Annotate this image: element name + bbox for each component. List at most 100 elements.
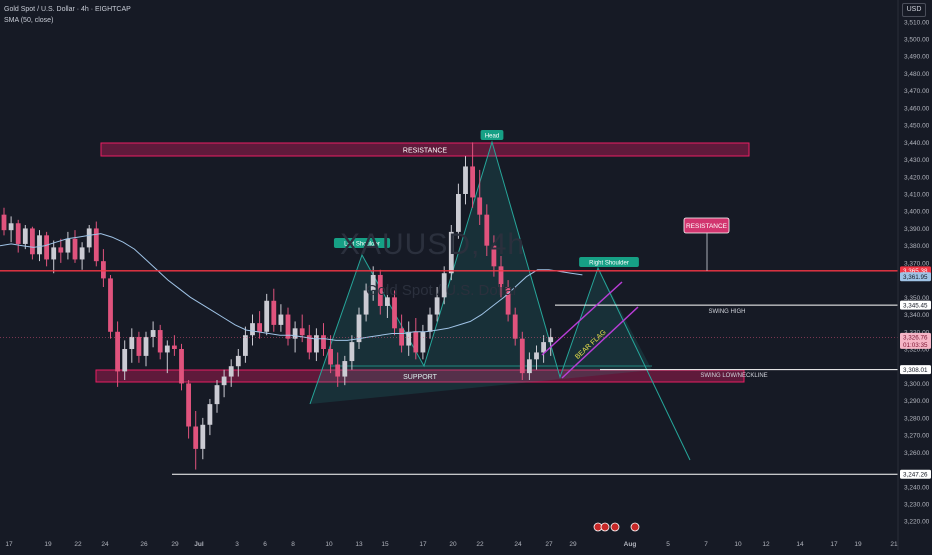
x-tick-label: 3 [235,541,239,548]
pattern-fill [310,142,652,404]
swing-low-price-tag: 3,308.01 [903,367,928,374]
swing-high-price-tag-bg [900,300,931,310]
candle-body [93,228,99,262]
head-label-bg [480,130,504,140]
sma-line [0,233,583,341]
candle-body [413,331,419,353]
y-tick-label: 3,350.00 [904,295,930,302]
x-tick-label: 10 [734,541,742,548]
support-zone [95,369,745,383]
swing-high-label: SWING HIGH [709,309,746,315]
right-shoulder-label-bg [579,257,639,267]
candle-body [385,297,390,306]
candle-body [143,336,149,356]
y-tick-label: 3,430.00 [904,157,930,164]
legend-symbol[interactable]: Gold Spot / U.S. Dollar · 4h · EIGHTCAP [4,6,131,13]
candle-body [448,231,454,274]
candle-body [72,238,78,260]
current-price-tag-bg [900,332,931,349]
candle-body [370,274,376,291]
lower-line-price-tag-bg [900,469,931,479]
lower-line-price-tag: 3,247.26 [903,472,928,479]
candle-body [342,361,348,377]
lines-layer [0,233,898,475]
zones-layer: RESISTANCE SUPPORT [95,142,750,383]
candles-layer [1,142,554,470]
axis-layer: 3,510.00 3,500.00 3,490.00 3,480.00 3,470.00… [5,0,931,550]
candle-body [65,238,71,253]
candle-body [321,335,326,349]
chart-legend: Gold Spot / U.S. Dollar · 4h · EIGHTCAP … [4,4,131,26]
y-tick-label: 3,480.00 [904,71,930,78]
current-price-tag-countdown: 01:03:35 [903,342,928,349]
event-marker-icon [610,522,620,532]
candle-body [456,194,461,232]
candle-body [207,404,213,425]
event-marker-icon [600,522,610,532]
resistance-zone [100,142,750,157]
candle-body [243,335,248,356]
candle-body [257,323,262,332]
x-tick-label: 17 [5,541,13,548]
y-tick-label: 3,440.00 [904,140,930,147]
candle-body [186,383,191,427]
candle-body [377,274,383,306]
candle-body [541,342,546,353]
candle-body [8,223,14,231]
y-tick-label: 3,300.00 [904,381,930,388]
candle-body [86,228,92,248]
resistance-tag: RESISTANCE [686,223,728,230]
y-tick-label: 3,500.00 [904,37,930,44]
candle-body [484,214,490,246]
x-tick-label: 12 [762,541,770,548]
candle-body [221,376,227,386]
candle-body [328,349,333,365]
candle-body [271,300,277,325]
candle-body [1,214,7,231]
candle-body [44,235,49,260]
current-price-tag: 3,326.76 [903,335,928,342]
y-tick-label: 3,470.00 [904,88,930,95]
candle-body [129,336,135,349]
candle-body [101,261,106,279]
legend-indicator[interactable]: SMA (50, close) [4,17,54,24]
head-label: Head [485,133,499,139]
x-tick-label: 22 [476,541,484,548]
y-tick-label: 3,240.00 [904,484,930,491]
candle-body [292,328,298,339]
x-tick-label: 27 [545,541,553,548]
y-tick-label: 3,450.00 [904,123,930,130]
candle-body [179,349,184,384]
left-shoulder-label: Left Shoulder [344,241,380,247]
x-tick-label: 22 [74,541,82,548]
x-tick-label: 14 [796,541,804,548]
candle-body [250,323,255,336]
y-tick-label: 3,400.00 [904,209,930,216]
candle-body [392,297,397,329]
candle-body [505,287,511,315]
candle-body [235,355,241,367]
candle-body [214,385,220,405]
currency-selector[interactable]: USD [902,3,926,17]
candle-body [200,424,206,449]
candle-body [150,330,156,337]
y-tick-label: 3,230.00 [904,502,930,509]
candle-body [108,278,113,332]
y-tick-label: 3,410.00 [904,192,930,199]
x-tick-label: 24 [101,541,109,548]
candle-body [399,328,404,346]
x-tick-label: 7 [704,541,708,548]
swing-low-price-tag-bg [900,365,931,375]
x-tick-label: 5 [666,541,670,548]
x-tick-label: Aug [624,541,637,548]
candle-body [420,331,426,353]
x-tick-label: 13 [355,541,363,548]
flag-lower-line [561,306,639,379]
candle-body [441,273,447,298]
candle-body [285,314,291,339]
symbol-watermark-sub: Gold Spot / U.S. Dollar [366,282,518,299]
x-tick-label: 21 [890,541,898,548]
x-tick-label: 19 [854,541,862,548]
y-tick-label: 3,270.00 [904,433,930,440]
